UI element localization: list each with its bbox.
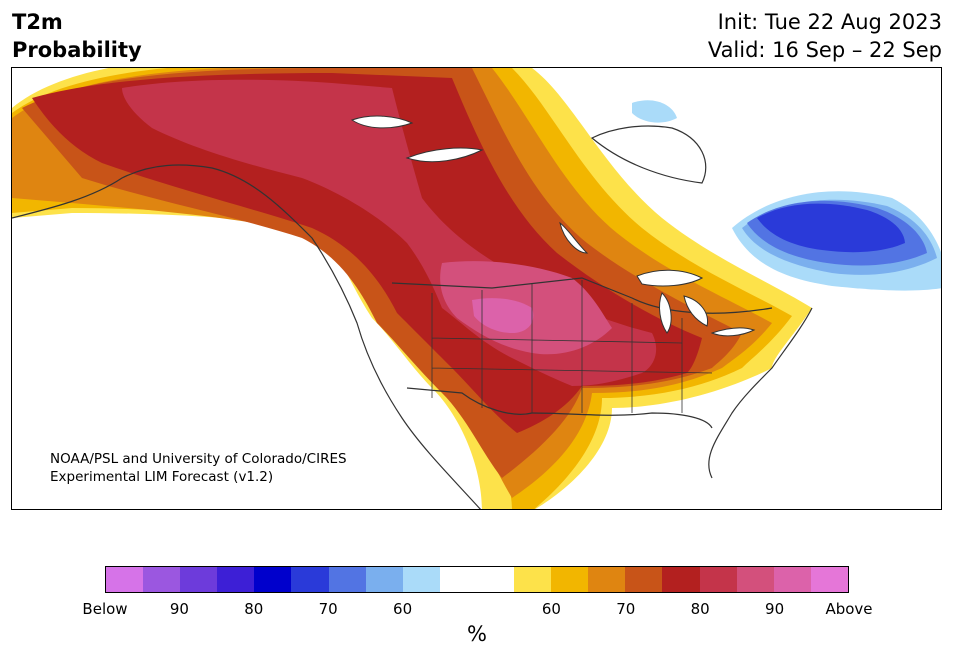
colorbar-segment <box>476 567 515 592</box>
gulf-coastline <box>531 412 713 429</box>
colorbar-segment <box>773 567 811 592</box>
colorbar-segment <box>180 567 218 592</box>
colorbar-tick-label: 70 <box>616 600 636 618</box>
colorbar-segment <box>254 567 292 592</box>
lake-erie <box>710 327 756 337</box>
colorbar-segment <box>551 567 589 592</box>
colorbar-tick-label: 60 <box>541 600 561 618</box>
colorbar-segment <box>699 567 737 592</box>
colorbar <box>105 566 849 593</box>
lake-superior <box>636 269 704 287</box>
great-lakes <box>350 115 756 337</box>
colorbar-segment <box>810 567 848 592</box>
colorbar-segment <box>291 567 329 592</box>
colorbar-segment <box>402 567 440 592</box>
lake-winnipeg <box>559 221 589 254</box>
boundaries <box>12 125 813 509</box>
above-probability-fields <box>12 68 812 509</box>
colorbar-tick-label: 90 <box>765 600 785 618</box>
below-85-region <box>757 203 905 253</box>
colorbar-unit: % <box>467 622 487 646</box>
colorbar-tick-label: 80 <box>244 600 264 618</box>
credit-line-2: Experimental LIM Forecast (v1.2) <box>50 469 274 485</box>
state-lines <box>431 280 713 413</box>
colorbar-segment <box>736 567 774 592</box>
colorbar-segment <box>588 567 626 592</box>
lake-michigan <box>659 292 672 334</box>
pacific-coastline <box>12 164 481 509</box>
credit-line-1: NOAA/PSL and University of Colorado/CIRE… <box>50 451 347 467</box>
lake-huron <box>683 295 709 327</box>
great-bear-lake <box>350 115 414 129</box>
colorbar-segment <box>143 567 181 592</box>
colorbar-tick-label: 60 <box>393 600 413 618</box>
colorbar-tick-label: Below <box>82 600 128 618</box>
probability-map: NOAA/PSL and University of Colorado/CIRE… <box>11 67 942 510</box>
colorbar-segment <box>662 567 700 592</box>
plot-title: T2m Probability <box>12 8 142 64</box>
colorbar-segment <box>625 567 663 592</box>
title-type: Probability <box>12 38 142 62</box>
below-island-region <box>632 100 677 123</box>
colorbar-tick-label: 70 <box>318 600 338 618</box>
us-mexico-border <box>406 387 533 415</box>
title-variable: T2m <box>12 10 63 34</box>
above-max-region <box>472 298 534 333</box>
colorbar-segment <box>106 567 144 592</box>
colorbar-segment <box>217 567 255 592</box>
init-date: Init: Tue 22 Aug 2023 <box>717 10 942 34</box>
colorbar-tick-label: Above <box>825 600 873 618</box>
valid-range: Valid: 16 Sep – 22 Sep <box>707 38 942 62</box>
map-canvas <box>12 68 941 509</box>
colorbar-segment <box>365 567 403 592</box>
colorbar-segment <box>328 567 366 592</box>
forecast-dates: Init: Tue 22 Aug 2023 Valid: 16 Sep – 22… <box>708 8 942 64</box>
credit-text: NOAA/PSL and University of Colorado/CIRE… <box>50 450 347 486</box>
colorbar-segment <box>439 567 477 592</box>
hudson-bay-outline <box>590 125 707 184</box>
colorbar-segment <box>514 567 552 592</box>
great-slave-lake <box>405 147 484 163</box>
colorbar-tick-label: 80 <box>690 600 710 618</box>
below-probability-fields <box>632 100 941 291</box>
colorbar-tick-label: 90 <box>169 600 189 618</box>
us-canada-border <box>391 277 773 314</box>
atlantic-coastline <box>708 307 813 479</box>
